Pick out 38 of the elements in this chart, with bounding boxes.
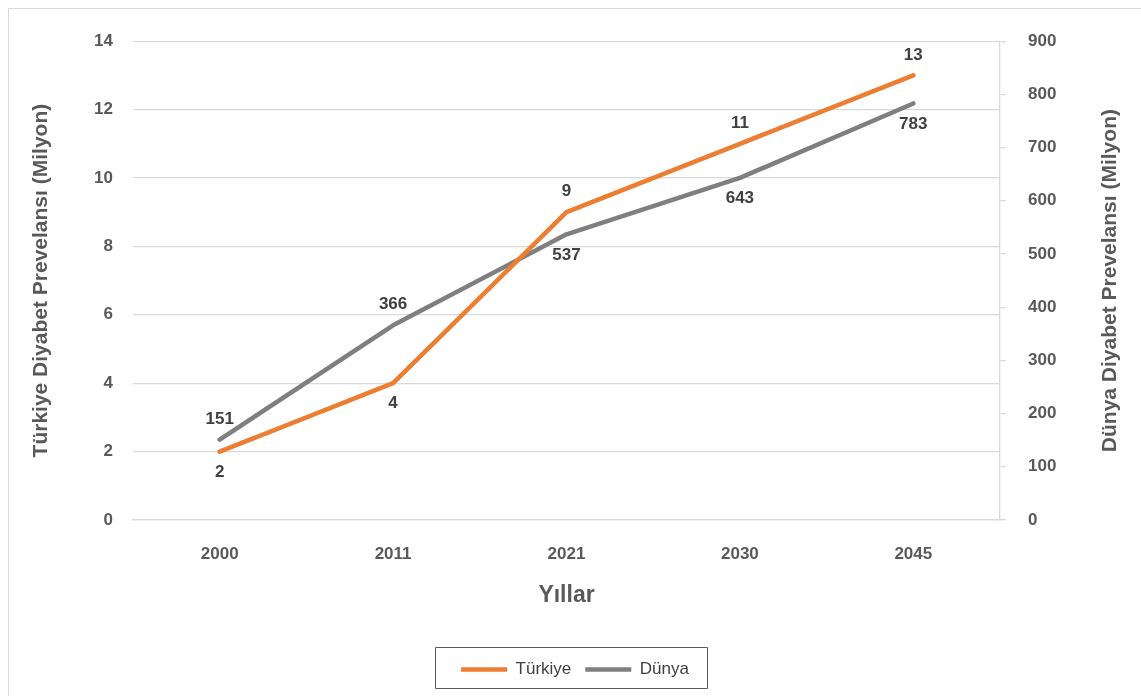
x-axis-title: Yıllar (538, 580, 595, 607)
y-tick-label: 12 (94, 99, 113, 119)
y2-tick-label: 800 (1028, 84, 1057, 104)
y-tick-label: 14 (94, 30, 114, 50)
x-tick-label: 2030 (720, 543, 759, 563)
x-tick-label: 2021 (547, 543, 586, 563)
y2-tick-label: 200 (1028, 403, 1057, 423)
data-label: 151 (205, 408, 234, 428)
y-axis-title: Türkiye Diyabet Prevelansı (Milyon) (28, 103, 52, 458)
y2-tick-label: 100 (1028, 456, 1057, 476)
legend-label: Dünya (639, 659, 690, 679)
x-tick-label: 2011 (374, 543, 412, 563)
y2-tick-label: 300 (1028, 350, 1057, 370)
legend-label: Türkiye (515, 659, 572, 679)
y2-tick-label: 0 (1028, 509, 1038, 529)
x-tick-label: 2000 (200, 543, 239, 563)
data-label: 11 (730, 112, 749, 132)
y2-tick-label: 700 (1028, 137, 1057, 157)
data-label: 4 (388, 393, 399, 413)
y-tick-label: 4 (103, 372, 114, 392)
data-label: 9 (561, 181, 572, 201)
y2-tick-label: 500 (1028, 243, 1057, 263)
y2-tick-label: 900 (1028, 30, 1057, 50)
data-label: 783 (899, 113, 928, 133)
y-tick-label: 8 (103, 236, 113, 256)
data-label: 366 (378, 294, 408, 314)
data-label: 537 (552, 244, 581, 264)
data-label: 13 (903, 44, 923, 64)
y2-axis-title: Dünya Diyabet Prevelansı (Milyon) (1096, 109, 1120, 453)
data-label: 643 (725, 188, 755, 208)
y-tick-label: 10 (94, 167, 113, 187)
y2-tick-label: 600 (1028, 190, 1057, 210)
y2-tick-label: 400 (1028, 296, 1057, 316)
y-tick-label: 0 (103, 509, 113, 529)
y-tick-label: 6 (103, 304, 113, 324)
x-tick-label: 2045 (894, 543, 933, 563)
y-tick-label: 2 (103, 441, 113, 461)
data-label: 2 (214, 461, 225, 481)
